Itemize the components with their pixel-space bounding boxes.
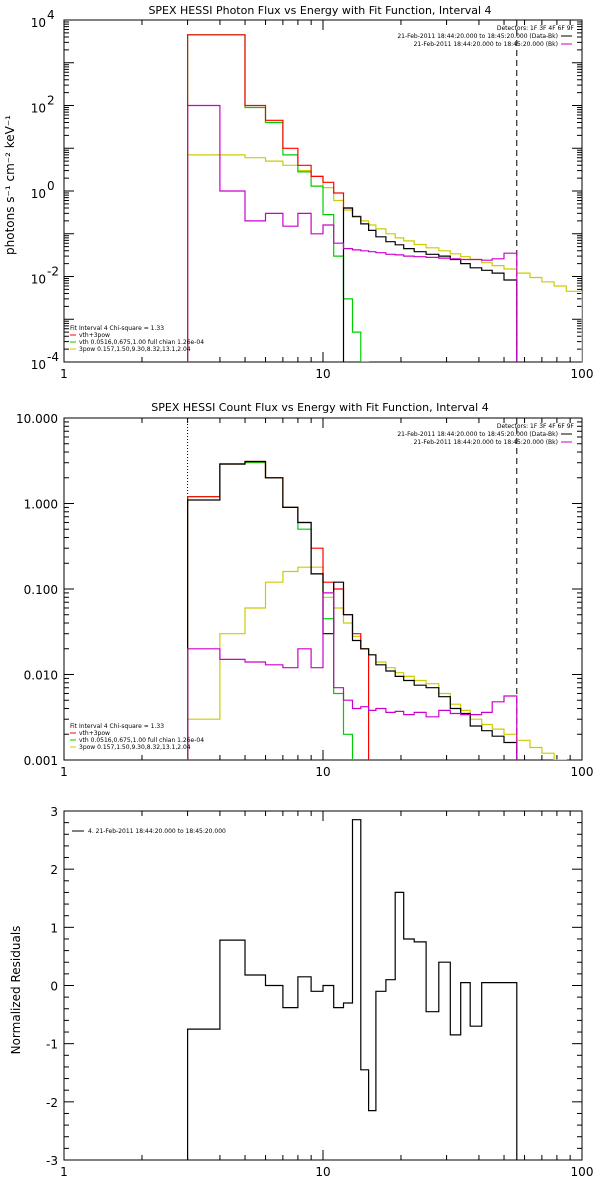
plot-area (187, 819, 518, 1160)
legend-entry: vth+3pow (79, 730, 110, 737)
y-tick-exponent: 0 (47, 179, 55, 193)
series-bk-line (187, 592, 518, 760)
legend-entry: 3pow 0.157,1.50,9.30,8.32,13.1,2.04 (79, 346, 191, 353)
legend-entry: vth+3pow (79, 332, 110, 339)
y-tick-label: 0.100 (24, 583, 58, 597)
series-3pow-line (187, 154, 582, 362)
legend-entry: 3pow 0.157,1.50,9.30,8.32,13.1,2.04 (79, 744, 191, 751)
x-tick-label: 10 (315, 367, 330, 381)
legend-entry: 21-Feb-2011 18:44:20.000 to 18:45:20.000… (397, 33, 558, 40)
photon-flux-ylabel: photons s⁻¹ cm⁻² keV⁻¹ (3, 115, 17, 255)
y-tick-label: 0.010 (24, 669, 58, 683)
legend-entry: Fit Interval 4 Chi-square = 1.33 (70, 723, 164, 730)
x-tick-label: 100 (571, 765, 594, 779)
x-tick-label: 100 (571, 367, 594, 381)
x-tick-label: 100 (571, 1165, 594, 1179)
y-tick-label: 10 (31, 187, 46, 201)
legend-entry: 21-Feb-2011 18:44:20.000 to 18:45:20.000… (414, 439, 558, 446)
y-tick-label: 10.000 (16, 412, 58, 426)
y-tick-label: -3 (46, 1154, 58, 1168)
y-tick-label: 10 (31, 358, 46, 372)
count-flux-panel: SPEX HESSI Count Flux vs Energy with Fit… (16, 401, 594, 779)
photon-flux-panel: SPEX HESSI Photon Flux vs Energy with Fi… (3, 4, 594, 381)
photon-flux-title: SPEX HESSI Photon Flux vs Energy with Fi… (148, 4, 491, 17)
y-tick-label: 0.001 (24, 754, 58, 768)
legend-entry: 4. 21-Feb-2011 18:44:20.000 to 18:45:20.… (88, 828, 226, 835)
x-tick-label: 10 (315, 765, 330, 779)
residuals-panel: Normalized Residuals 1 10 100 -3 -2 -1 0 1 2 3 4. … (9, 805, 593, 1179)
plot-area (187, 418, 567, 760)
y-tick-label: 3 (50, 805, 58, 819)
y-tick-label: 10 (31, 16, 46, 30)
residuals-ylabel: Normalized Residuals (9, 926, 23, 1055)
series-vth-line (187, 462, 354, 760)
x-tick-label: 1 (60, 765, 68, 779)
series-data-bk-line (342, 207, 518, 362)
y-tick-label: 1 (50, 921, 58, 935)
x-tick-label: 10 (315, 1165, 330, 1179)
series-4-21-feb-2011-18-44-20-000-to-18-45-20-000-line (187, 819, 518, 1160)
y-tick-label: 2 (50, 863, 58, 877)
y-tick-exponent: -4 (47, 350, 59, 364)
y-tick-label: 10 (31, 273, 46, 287)
y-tick-label: 0 (50, 980, 58, 994)
x-tick-label: 1 (60, 1165, 68, 1179)
series-vth-3pow-line (187, 460, 370, 760)
x-tick-label: 1 (60, 367, 68, 381)
y-tick-label: -1 (46, 1038, 58, 1052)
y-tick-label: 1.000 (24, 498, 58, 512)
legend-entry: vth 0.0516,0.675,1.00 full chian 1.26e-0… (79, 737, 204, 744)
y-tick-exponent: -2 (47, 265, 59, 279)
series-vth-line (187, 34, 370, 362)
series-bk-line (187, 104, 518, 362)
y-tick-label: -2 (46, 1096, 58, 1110)
detectors-label: Detectors: 1F 3F 4F 6F 9F (497, 423, 575, 430)
plot-area (187, 20, 582, 362)
legend-entry: vth 0.0516,0.675,1.00 full chian 1.26e-0… (79, 339, 204, 346)
y-tick-exponent: 2 (47, 94, 55, 108)
detectors-label: Detectors: 1F 3F 4F 6F 9F (497, 25, 575, 32)
legend-entry: Fit Interval 4 Chi-square = 1.33 (70, 325, 164, 332)
y-tick-label: 10 (31, 102, 46, 116)
series-3pow-line (187, 566, 567, 760)
y-tick-exponent: 4 (47, 8, 55, 22)
legend-entry: 21-Feb-2011 18:44:20.000 to 18:45:20.000… (414, 41, 558, 48)
legend-entry: 21-Feb-2011 18:44:20.000 to 18:45:20.000… (397, 431, 558, 438)
series-vth-3pow-line (187, 34, 354, 362)
count-flux-title: SPEX HESSI Count Flux vs Energy with Fit… (151, 401, 488, 414)
series-data-bk-line (187, 460, 518, 760)
